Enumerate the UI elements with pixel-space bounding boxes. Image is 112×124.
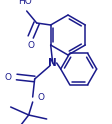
Text: HO: HO — [18, 0, 32, 6]
Text: O: O — [38, 93, 45, 102]
Text: N: N — [48, 58, 57, 68]
Text: O: O — [5, 73, 12, 81]
Text: O: O — [27, 41, 34, 50]
